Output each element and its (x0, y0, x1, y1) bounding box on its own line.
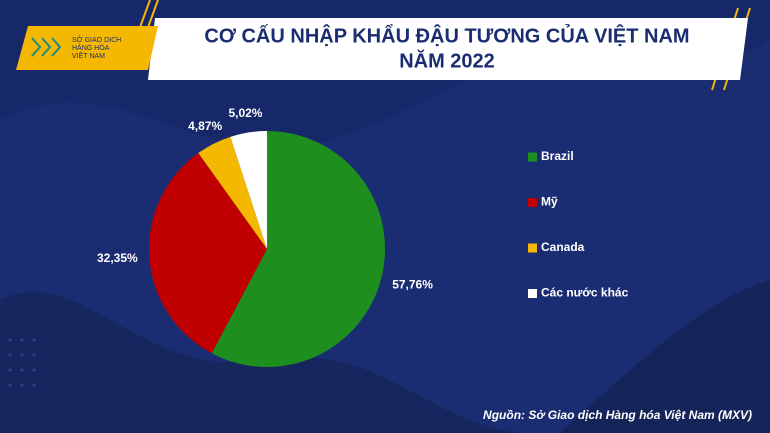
wave (560, 280, 770, 433)
data-label: 57,76% (392, 277, 433, 291)
source: Nguồn: Sở Giao dịch Hàng hóa Việt Nam (M… (483, 408, 752, 422)
pie-slice (230, 131, 267, 249)
logo-text: VIỆT NAM (72, 51, 105, 60)
data-label: 32,35% (97, 251, 138, 265)
logo-text: SỞ GIAO DỊCH (72, 35, 121, 44)
data-label: 5,02% (228, 106, 262, 120)
pie-slice (148, 153, 267, 354)
legend-swatch (528, 198, 537, 207)
data-label: 4,87% (188, 119, 222, 133)
legend-swatch (528, 243, 537, 253)
legend-label: Các nước khác (541, 286, 629, 300)
legend-label: Canada (541, 240, 585, 254)
logo-box (16, 26, 158, 70)
legend-label: Brazil (541, 149, 574, 163)
chart-title: NĂM 2022 (399, 49, 495, 72)
dots (8, 338, 36, 387)
title-banner (148, 18, 748, 80)
logo-text: HÀNG HÓA (72, 43, 110, 52)
legend-swatch (528, 152, 537, 162)
legend-label: Mỹ (541, 195, 558, 209)
logo-icon (31, 37, 62, 57)
chart-title: CƠ CẤU NHẬP KHẨU ĐẬU TƯƠNG CỦA VIỆT NAM (204, 23, 689, 47)
pie-slice (198, 136, 267, 249)
legend-swatch (528, 289, 537, 298)
pie-slice (211, 131, 386, 367)
